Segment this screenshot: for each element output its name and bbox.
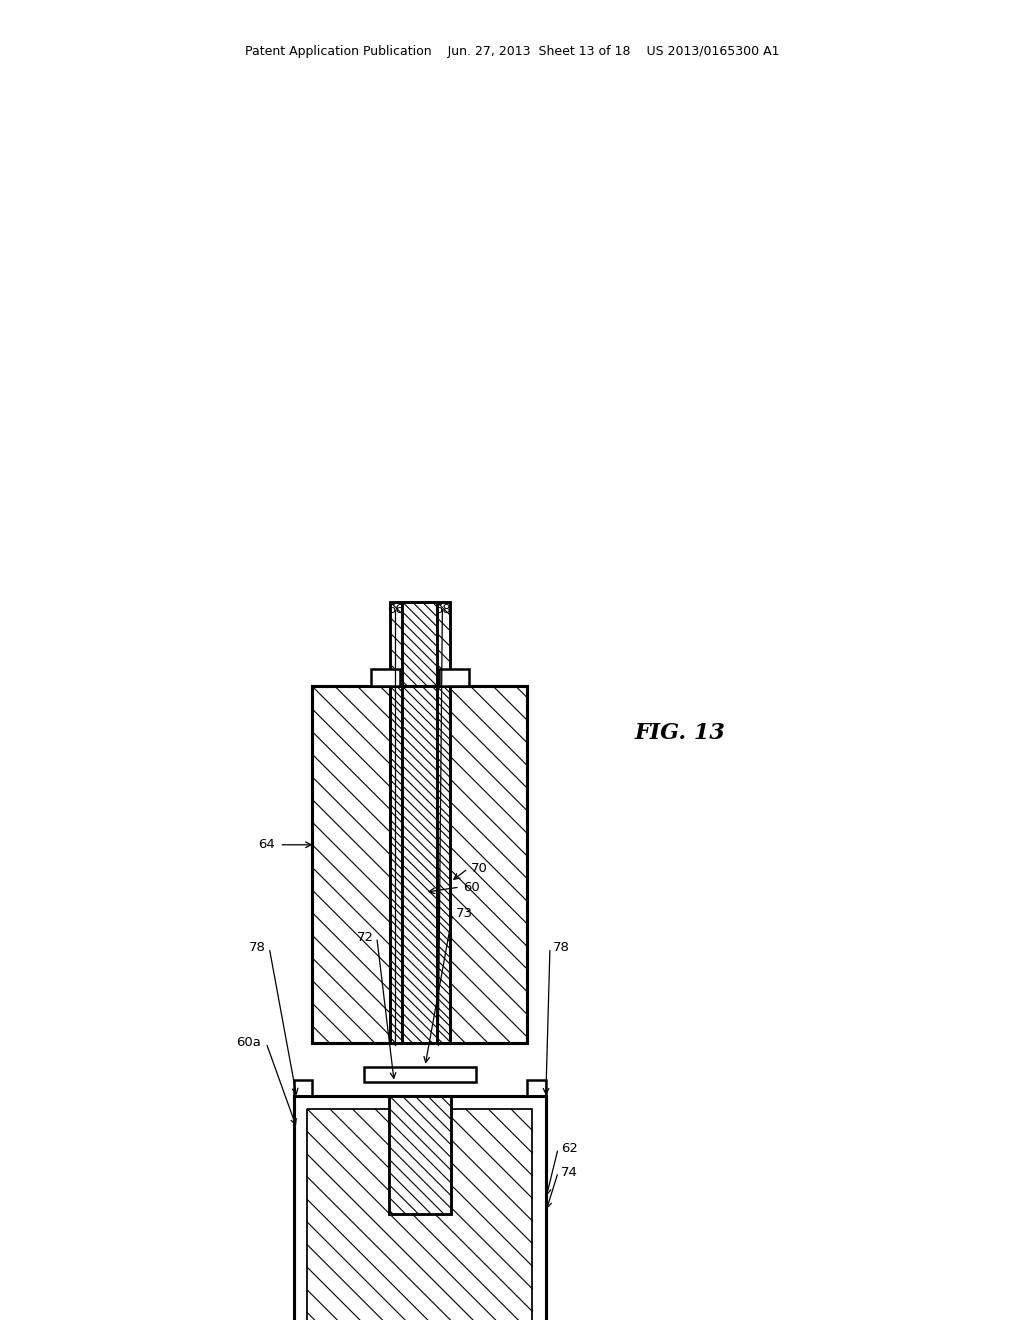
- Bar: [312, 686, 527, 1043]
- Bar: [402, 686, 437, 1043]
- Bar: [294, 1096, 546, 1320]
- Bar: [389, 1096, 451, 1214]
- Bar: [294, 1080, 312, 1096]
- Bar: [371, 669, 400, 686]
- Text: 73: 73: [456, 907, 473, 920]
- Bar: [294, 1096, 546, 1320]
- Bar: [390, 686, 450, 1043]
- Text: 60: 60: [463, 880, 479, 894]
- Bar: [402, 686, 437, 1043]
- Bar: [439, 669, 469, 686]
- Bar: [527, 1080, 546, 1096]
- Text: 72: 72: [356, 931, 374, 944]
- Text: 78: 78: [250, 941, 266, 954]
- Bar: [312, 686, 527, 1043]
- Bar: [402, 602, 437, 1043]
- Bar: [390, 602, 450, 1043]
- Bar: [307, 1109, 532, 1320]
- Text: FIG. 13: FIG. 13: [635, 722, 725, 743]
- Text: 60a: 60a: [237, 1036, 261, 1049]
- Text: Patent Application Publication    Jun. 27, 2013  Sheet 13 of 18    US 2013/01653: Patent Application Publication Jun. 27, …: [245, 45, 779, 58]
- Text: 70: 70: [471, 862, 487, 875]
- Text: 66: 66: [387, 603, 403, 616]
- Text: 64: 64: [258, 838, 274, 851]
- Bar: [402, 602, 437, 1043]
- Bar: [390, 602, 450, 1043]
- Text: 62: 62: [561, 1142, 578, 1155]
- Text: 78: 78: [553, 941, 569, 954]
- Text: 68: 68: [434, 603, 451, 616]
- Text: 74: 74: [561, 1166, 578, 1179]
- Bar: [364, 1067, 476, 1082]
- Bar: [390, 686, 450, 1043]
- Bar: [389, 1096, 451, 1214]
